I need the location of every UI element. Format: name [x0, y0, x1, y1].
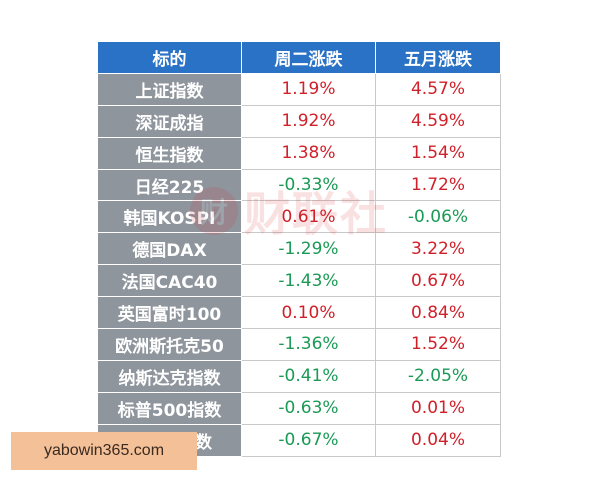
tuesday-change-cell: 1.92% [241, 104, 376, 138]
may-change-cell: 1.72% [375, 168, 501, 202]
tuesday-change-cell: -0.41% [241, 359, 376, 393]
may-change-cell: 0.84% [375, 296, 501, 330]
table-header-row: 标的 周二涨跌 五月涨跌 [97, 41, 501, 74]
may-change-cell: 1.54% [375, 136, 501, 170]
table-row: 日经225 -0.33% 1.72% [97, 168, 501, 202]
index-change-table-container: 标的 周二涨跌 五月涨跌 上证指数 1.19% 4.57% 深证成指 1.92% 4.59… [97, 41, 501, 457]
index-name-cell: 英国富时100 [97, 296, 242, 330]
index-name-cell: 深证成指 [97, 104, 242, 138]
tuesday-change-cell: -0.33% [241, 168, 376, 202]
may-change-cell: 4.57% [375, 72, 501, 106]
tuesday-change-cell: 1.38% [241, 136, 376, 170]
header-may-change: 五月涨跌 [375, 41, 501, 74]
site-label: yabowin365.com [11, 432, 197, 470]
tuesday-change-cell: -1.36% [241, 328, 376, 361]
table-row: 英国富时100 0.10% 0.84% [97, 296, 501, 330]
table-row: 欧洲斯托克50 -1.36% 1.52% [97, 328, 501, 361]
index-name-cell: 欧洲斯托克50 [97, 328, 242, 361]
tuesday-change-cell: 0.61% [241, 200, 376, 234]
index-change-table: 标的 周二涨跌 五月涨跌 上证指数 1.19% 4.57% 深证成指 1.92% 4.59… [97, 41, 501, 457]
tuesday-change-cell: -1.29% [241, 232, 376, 266]
table-row: 法国CAC40 -1.43% 0.67% [97, 264, 501, 298]
may-change-cell: 0.67% [375, 264, 501, 298]
header-target: 标的 [97, 41, 242, 74]
table-row: 恒生指数 1.38% 1.54% [97, 136, 501, 170]
index-name-cell: 德国DAX [97, 232, 242, 266]
index-name-cell: 法国CAC40 [97, 264, 242, 298]
table-row: 标普500指数 -0.63% 0.01% [97, 391, 501, 425]
tuesday-change-cell: -0.63% [241, 391, 376, 425]
index-name-cell: 上证指数 [97, 72, 242, 106]
header-tuesday-change: 周二涨跌 [241, 41, 376, 74]
table-row: 深证成指 1.92% 4.59% [97, 104, 501, 138]
table-row: 上证指数 1.19% 4.57% [97, 72, 501, 106]
tuesday-change-cell: 1.19% [241, 72, 376, 106]
index-name-cell: 标普500指数 [97, 391, 242, 425]
tuesday-change-cell: 0.10% [241, 296, 376, 330]
table-row: 韩国KOSPI 0.61% -0.06% [97, 200, 501, 234]
index-name-cell: 纳斯达克指数 [97, 359, 242, 393]
may-change-cell: 1.52% [375, 328, 501, 361]
index-name-cell: 日经225 [97, 168, 242, 202]
tuesday-change-cell: -0.67% [241, 423, 376, 457]
tuesday-change-cell: -1.43% [241, 264, 376, 298]
index-name-cell: 韩国KOSPI [97, 200, 242, 234]
may-change-cell: -2.05% [375, 359, 501, 393]
may-change-cell: -0.06% [375, 200, 501, 234]
table-row: 纳斯达克指数 -0.41% -2.05% [97, 359, 501, 393]
index-name-cell: 恒生指数 [97, 136, 242, 170]
may-change-cell: 0.01% [375, 391, 501, 425]
may-change-cell: 4.59% [375, 104, 501, 138]
table-row: 德国DAX -1.29% 3.22% [97, 232, 501, 266]
may-change-cell: 0.04% [375, 423, 501, 457]
table-body: 上证指数 1.19% 4.57% 深证成指 1.92% 4.59% 恒生指数 1.38% 1.5… [97, 72, 501, 457]
may-change-cell: 3.22% [375, 232, 501, 266]
